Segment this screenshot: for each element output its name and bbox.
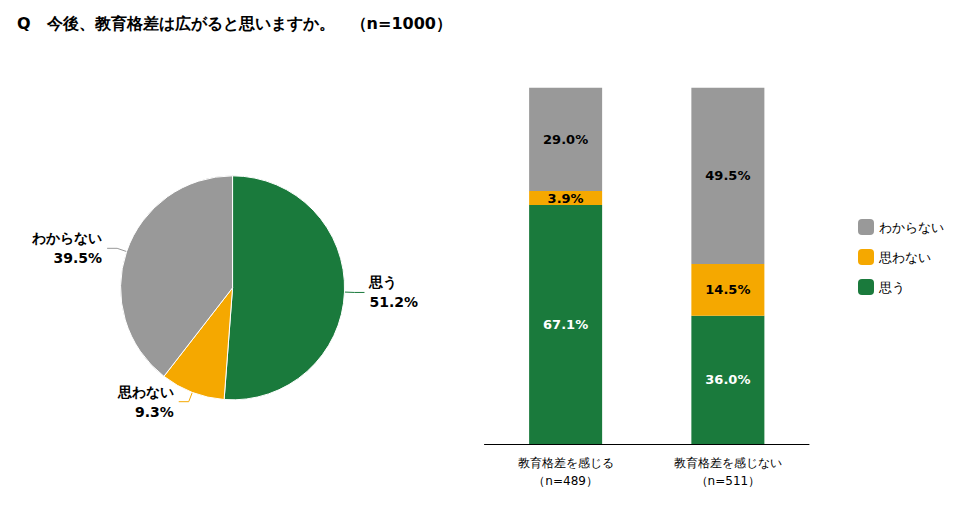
svg-text:49.5%: 49.5%: [705, 168, 750, 183]
svg-text:教育格差を感じない: 教育格差を感じない: [674, 456, 782, 470]
svg-text:わからない: わからない: [879, 220, 944, 235]
svg-text:14.5%: 14.5%: [705, 282, 750, 297]
svg-text:教育格差を感じる: 教育格差を感じる: [518, 456, 614, 470]
svg-text:思う: 思う: [878, 280, 905, 295]
svg-text:51.2%: 51.2%: [369, 294, 418, 310]
svg-text:67.1%: 67.1%: [543, 317, 588, 332]
svg-text:思わない: 思わない: [117, 384, 174, 400]
svg-text:（n=489）: （n=489）: [533, 474, 598, 488]
svg-text:36.0%: 36.0%: [705, 372, 750, 387]
svg-text:（n=511）: （n=511）: [696, 474, 761, 488]
svg-text:9.3%: 9.3%: [135, 404, 174, 420]
svg-text:39.5%: 39.5%: [54, 250, 103, 266]
svg-text:Q 今後、教育格差は広がると思いますか。 （n=1000）: Q 今後、教育格差は広がると思いますか。 （n=1000）: [17, 14, 452, 33]
svg-text:29.0%: 29.0%: [543, 132, 588, 147]
svg-text:思わない: 思わない: [878, 250, 931, 265]
svg-text:わからない: わからない: [31, 230, 102, 246]
svg-text:思う: 思う: [368, 274, 397, 291]
svg-text:3.9%: 3.9%: [548, 191, 584, 206]
